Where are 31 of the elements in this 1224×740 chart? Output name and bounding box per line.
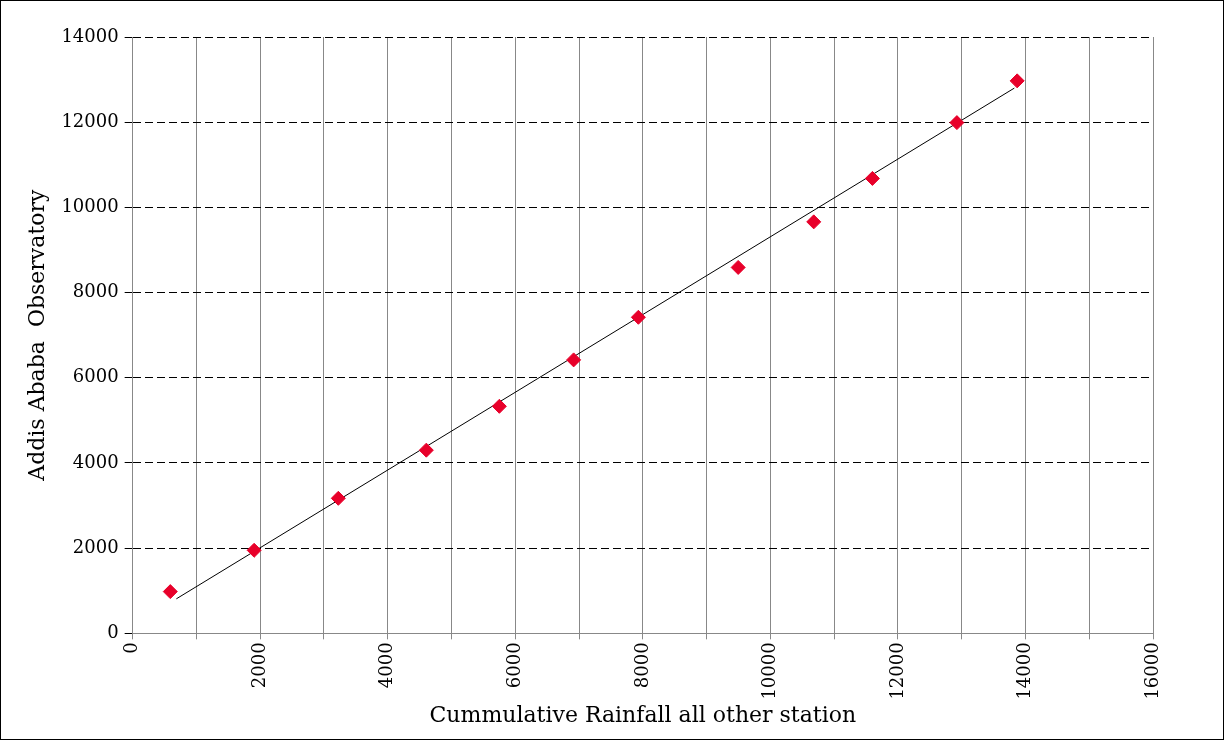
y-axis-title: Addis Ababa Observatory [23,189,49,482]
x-tick-label: 0 [120,642,142,654]
y-tick-label: 4000 [72,450,119,472]
point [330,490,346,506]
point [566,352,582,368]
x-tick-label: 12000 [885,642,907,700]
x-tick-label: 4000 [375,642,397,689]
point [949,115,965,131]
point [162,584,178,600]
point [1009,73,1025,89]
x-tick-label: 8000 [630,642,652,689]
y-tick-label: 0 [107,621,119,643]
y-tick-label: 12000 [61,109,119,131]
x-tick-label: 14000 [1013,642,1035,700]
point [630,309,646,325]
x-tick-label: 6000 [502,642,524,689]
point [418,442,434,458]
y-tick-label: 8000 [72,280,119,302]
point [864,170,880,186]
x-tick-label: 16000 [1140,642,1162,700]
x-axis-title: Cummulative Rainfall all other station [429,701,857,727]
x-tick-label: 10000 [758,642,780,700]
y-tick-label: 2000 [72,535,119,557]
x-tick-label: 2000 [247,642,269,689]
y-tick-label: 6000 [72,365,119,387]
y-tick-label: 14000 [61,24,119,46]
point [806,214,822,230]
point [730,259,746,275]
point [491,398,507,414]
y-tick-label: 10000 [61,195,119,217]
point [246,542,262,558]
